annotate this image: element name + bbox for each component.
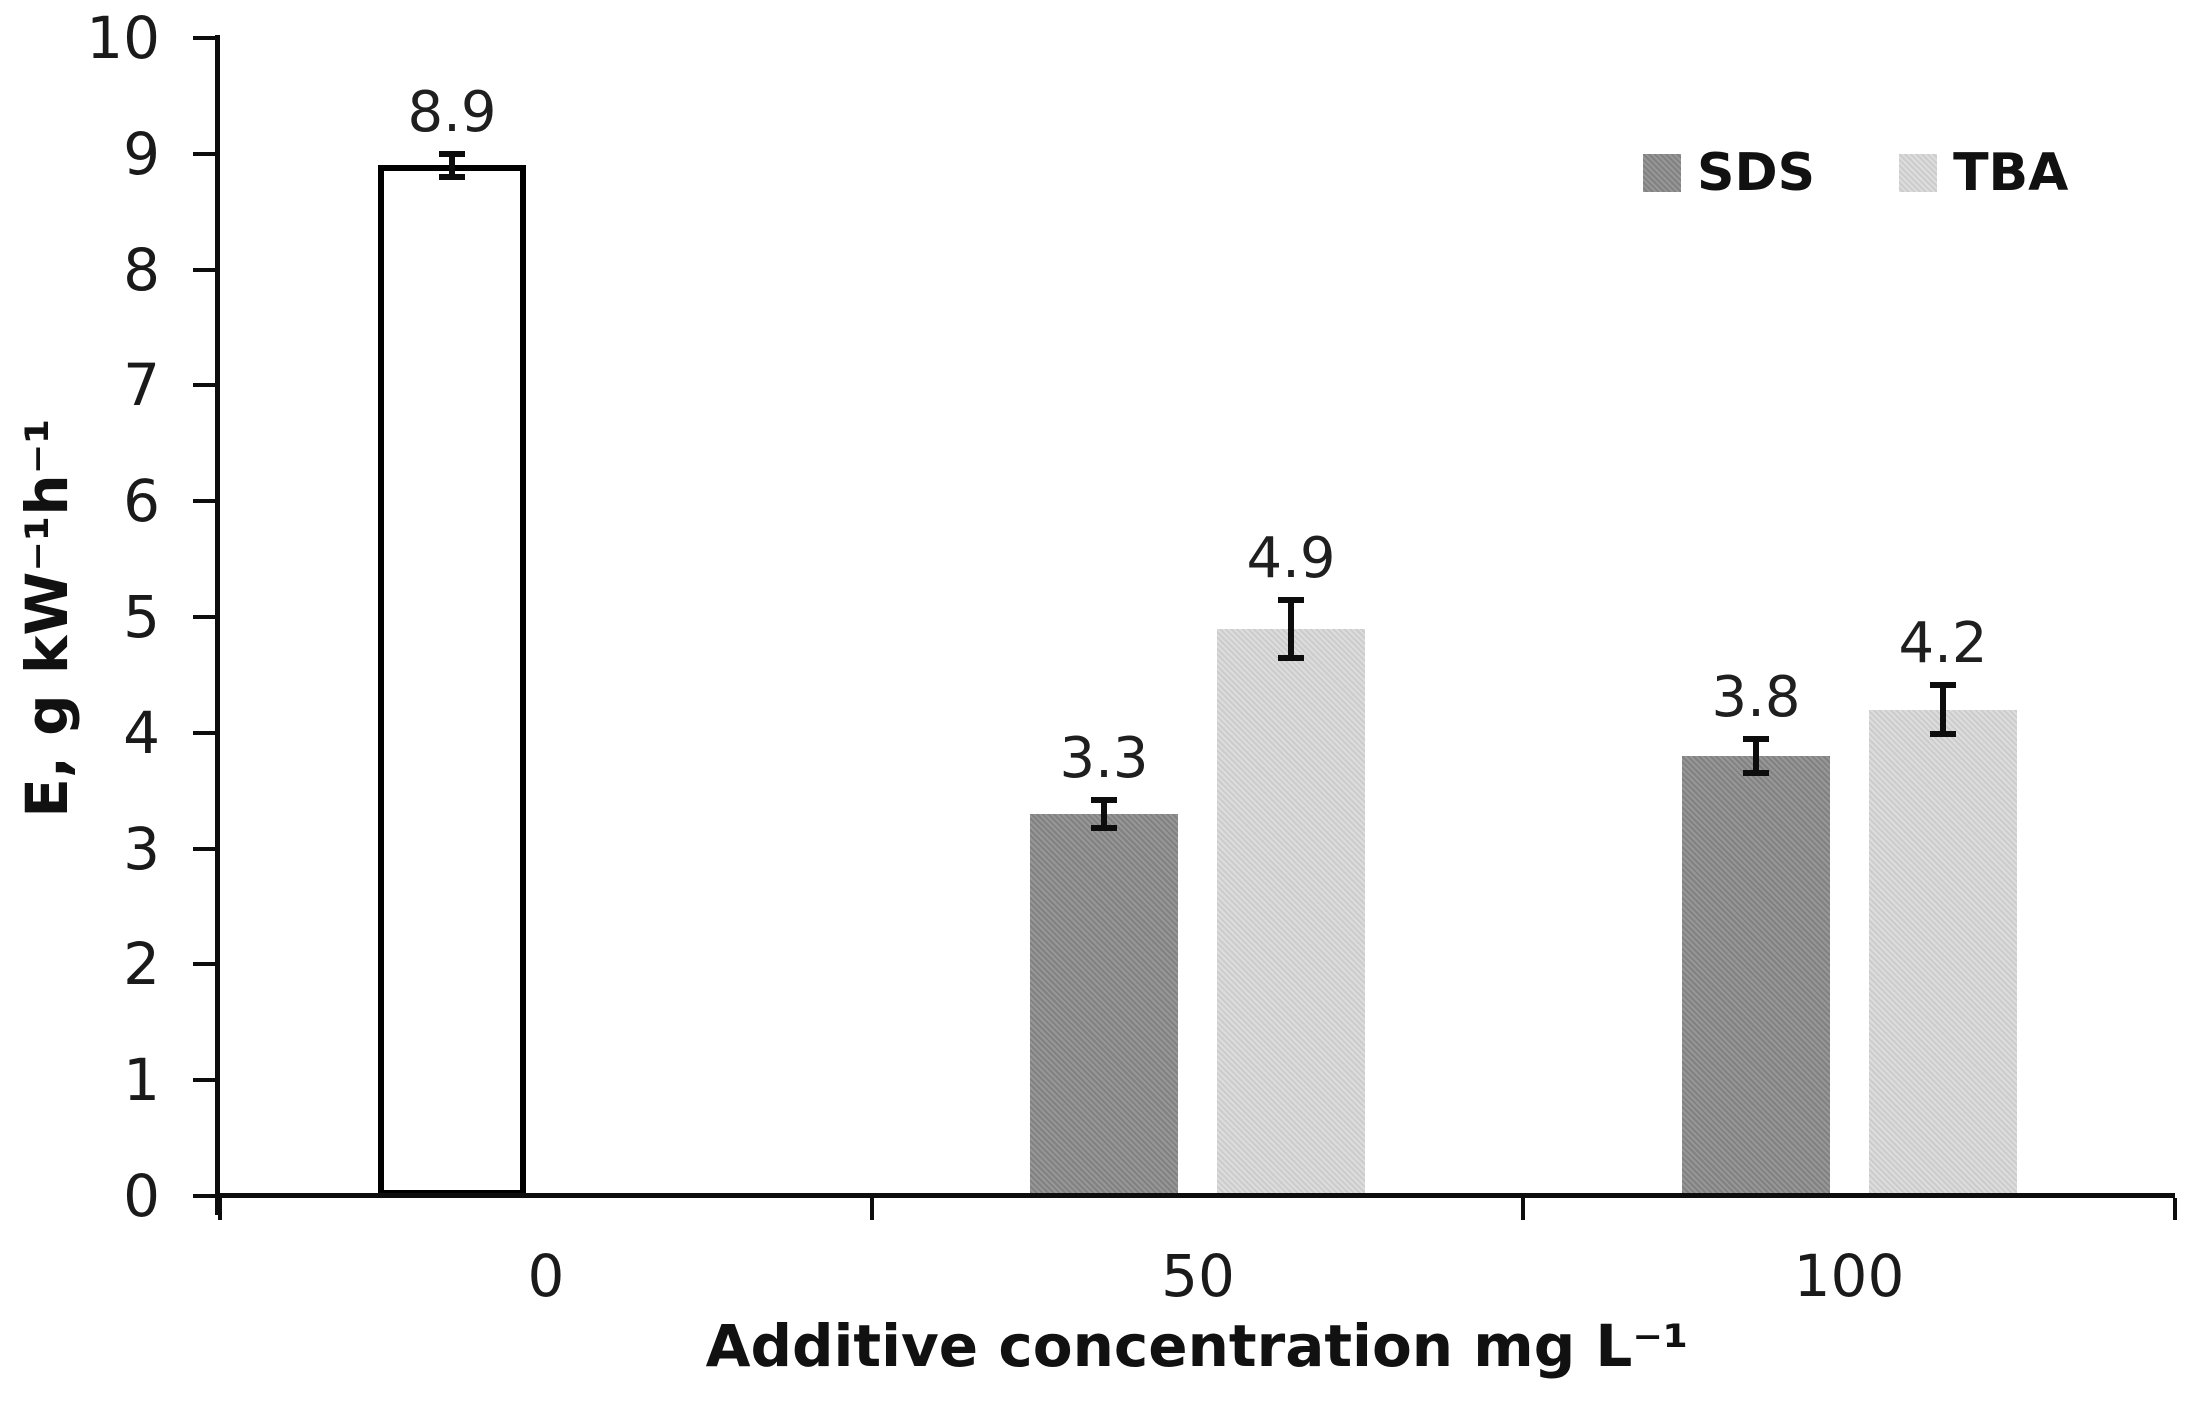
x-tick-label-0: 0	[527, 1242, 565, 1310]
error-cap-bottom-tba-100	[1930, 731, 1956, 737]
y-tick-9	[193, 152, 215, 156]
y-tick-label-6: 6	[123, 467, 160, 535]
x-tick-0	[218, 1198, 222, 1220]
bar-value-label-sds-100: 3.8	[1711, 665, 1801, 730]
legend-label-tba: TBA	[1953, 143, 2069, 203]
error-cap-top-sds-100	[1743, 736, 1769, 742]
bar-value-label-control-0: 8.9	[407, 80, 497, 145]
y-tick-8	[193, 268, 215, 272]
legend-swatch-tba	[1899, 154, 1938, 192]
error-bar-sds-100	[1753, 739, 1759, 774]
bar-value-label-tba-100: 4.2	[1898, 611, 1988, 676]
bar-tba-50	[1217, 629, 1365, 1196]
legend-item-sds: SDS	[1643, 143, 1816, 203]
legend: SDS TBA	[1643, 143, 2069, 203]
error-bar-sds-50	[1101, 800, 1107, 828]
error-cap-bottom-tba-50	[1278, 655, 1304, 661]
y-tick-2	[193, 962, 215, 966]
y-tick-4	[193, 731, 215, 735]
y-tick-6	[193, 499, 215, 503]
bar-tba-100	[1869, 710, 2017, 1196]
y-tick-label-10: 10	[86, 4, 160, 72]
y-tick-label-4: 4	[123, 699, 160, 767]
legend-swatch-sds	[1643, 154, 1681, 192]
y-tick-5	[193, 615, 215, 619]
error-bar-tba-50	[1288, 600, 1294, 658]
y-tick-0	[193, 1194, 215, 1198]
x-axis-title: Additive concentration mg L⁻¹	[705, 1312, 1689, 1380]
x-tick-3	[2173, 1198, 2177, 1220]
x-tick-label-50: 50	[1161, 1242, 1235, 1310]
y-tick-label-1: 1	[123, 1046, 160, 1114]
legend-item-tba: TBA	[1899, 143, 2069, 203]
bar-sds-50	[1030, 814, 1178, 1196]
error-cap-top-tba-50	[1278, 597, 1304, 603]
y-tick-label-2: 2	[123, 930, 160, 998]
error-cap-bottom-sds-50	[1091, 825, 1117, 831]
y-tick-3	[193, 847, 215, 851]
y-tick-label-7: 7	[123, 351, 160, 419]
error-bar-tba-100	[1940, 685, 1946, 734]
bar-sds-100	[1682, 756, 1830, 1196]
x-axis-line	[215, 1193, 2175, 1198]
error-cap-bottom-sds-100	[1743, 770, 1769, 776]
y-tick-1	[193, 1078, 215, 1082]
y-axis-line	[215, 35, 220, 1215]
x-tick-label-100: 100	[1793, 1242, 1905, 1310]
y-tick-label-0: 0	[123, 1162, 160, 1230]
y-tick-10	[193, 36, 215, 40]
x-tick-2	[1521, 1198, 1525, 1220]
bar-value-label-sds-50: 3.3	[1059, 726, 1149, 791]
bar-value-label-tba-50: 4.9	[1246, 526, 1336, 591]
error-cap-top-control-0	[439, 151, 465, 157]
bar-control-0	[378, 165, 526, 1196]
y-tick-label-8: 8	[123, 236, 160, 304]
y-tick-label-5: 5	[123, 583, 160, 651]
legend-label-sds: SDS	[1697, 143, 1816, 203]
x-tick-1	[870, 1198, 874, 1220]
error-cap-top-sds-50	[1091, 797, 1117, 803]
error-bar-control-0	[449, 154, 455, 177]
y-tick-label-3: 3	[123, 815, 160, 883]
error-cap-bottom-control-0	[439, 174, 465, 180]
y-tick-label-9: 9	[123, 120, 160, 188]
y-tick-7	[193, 383, 215, 387]
error-cap-top-tba-100	[1930, 682, 1956, 688]
